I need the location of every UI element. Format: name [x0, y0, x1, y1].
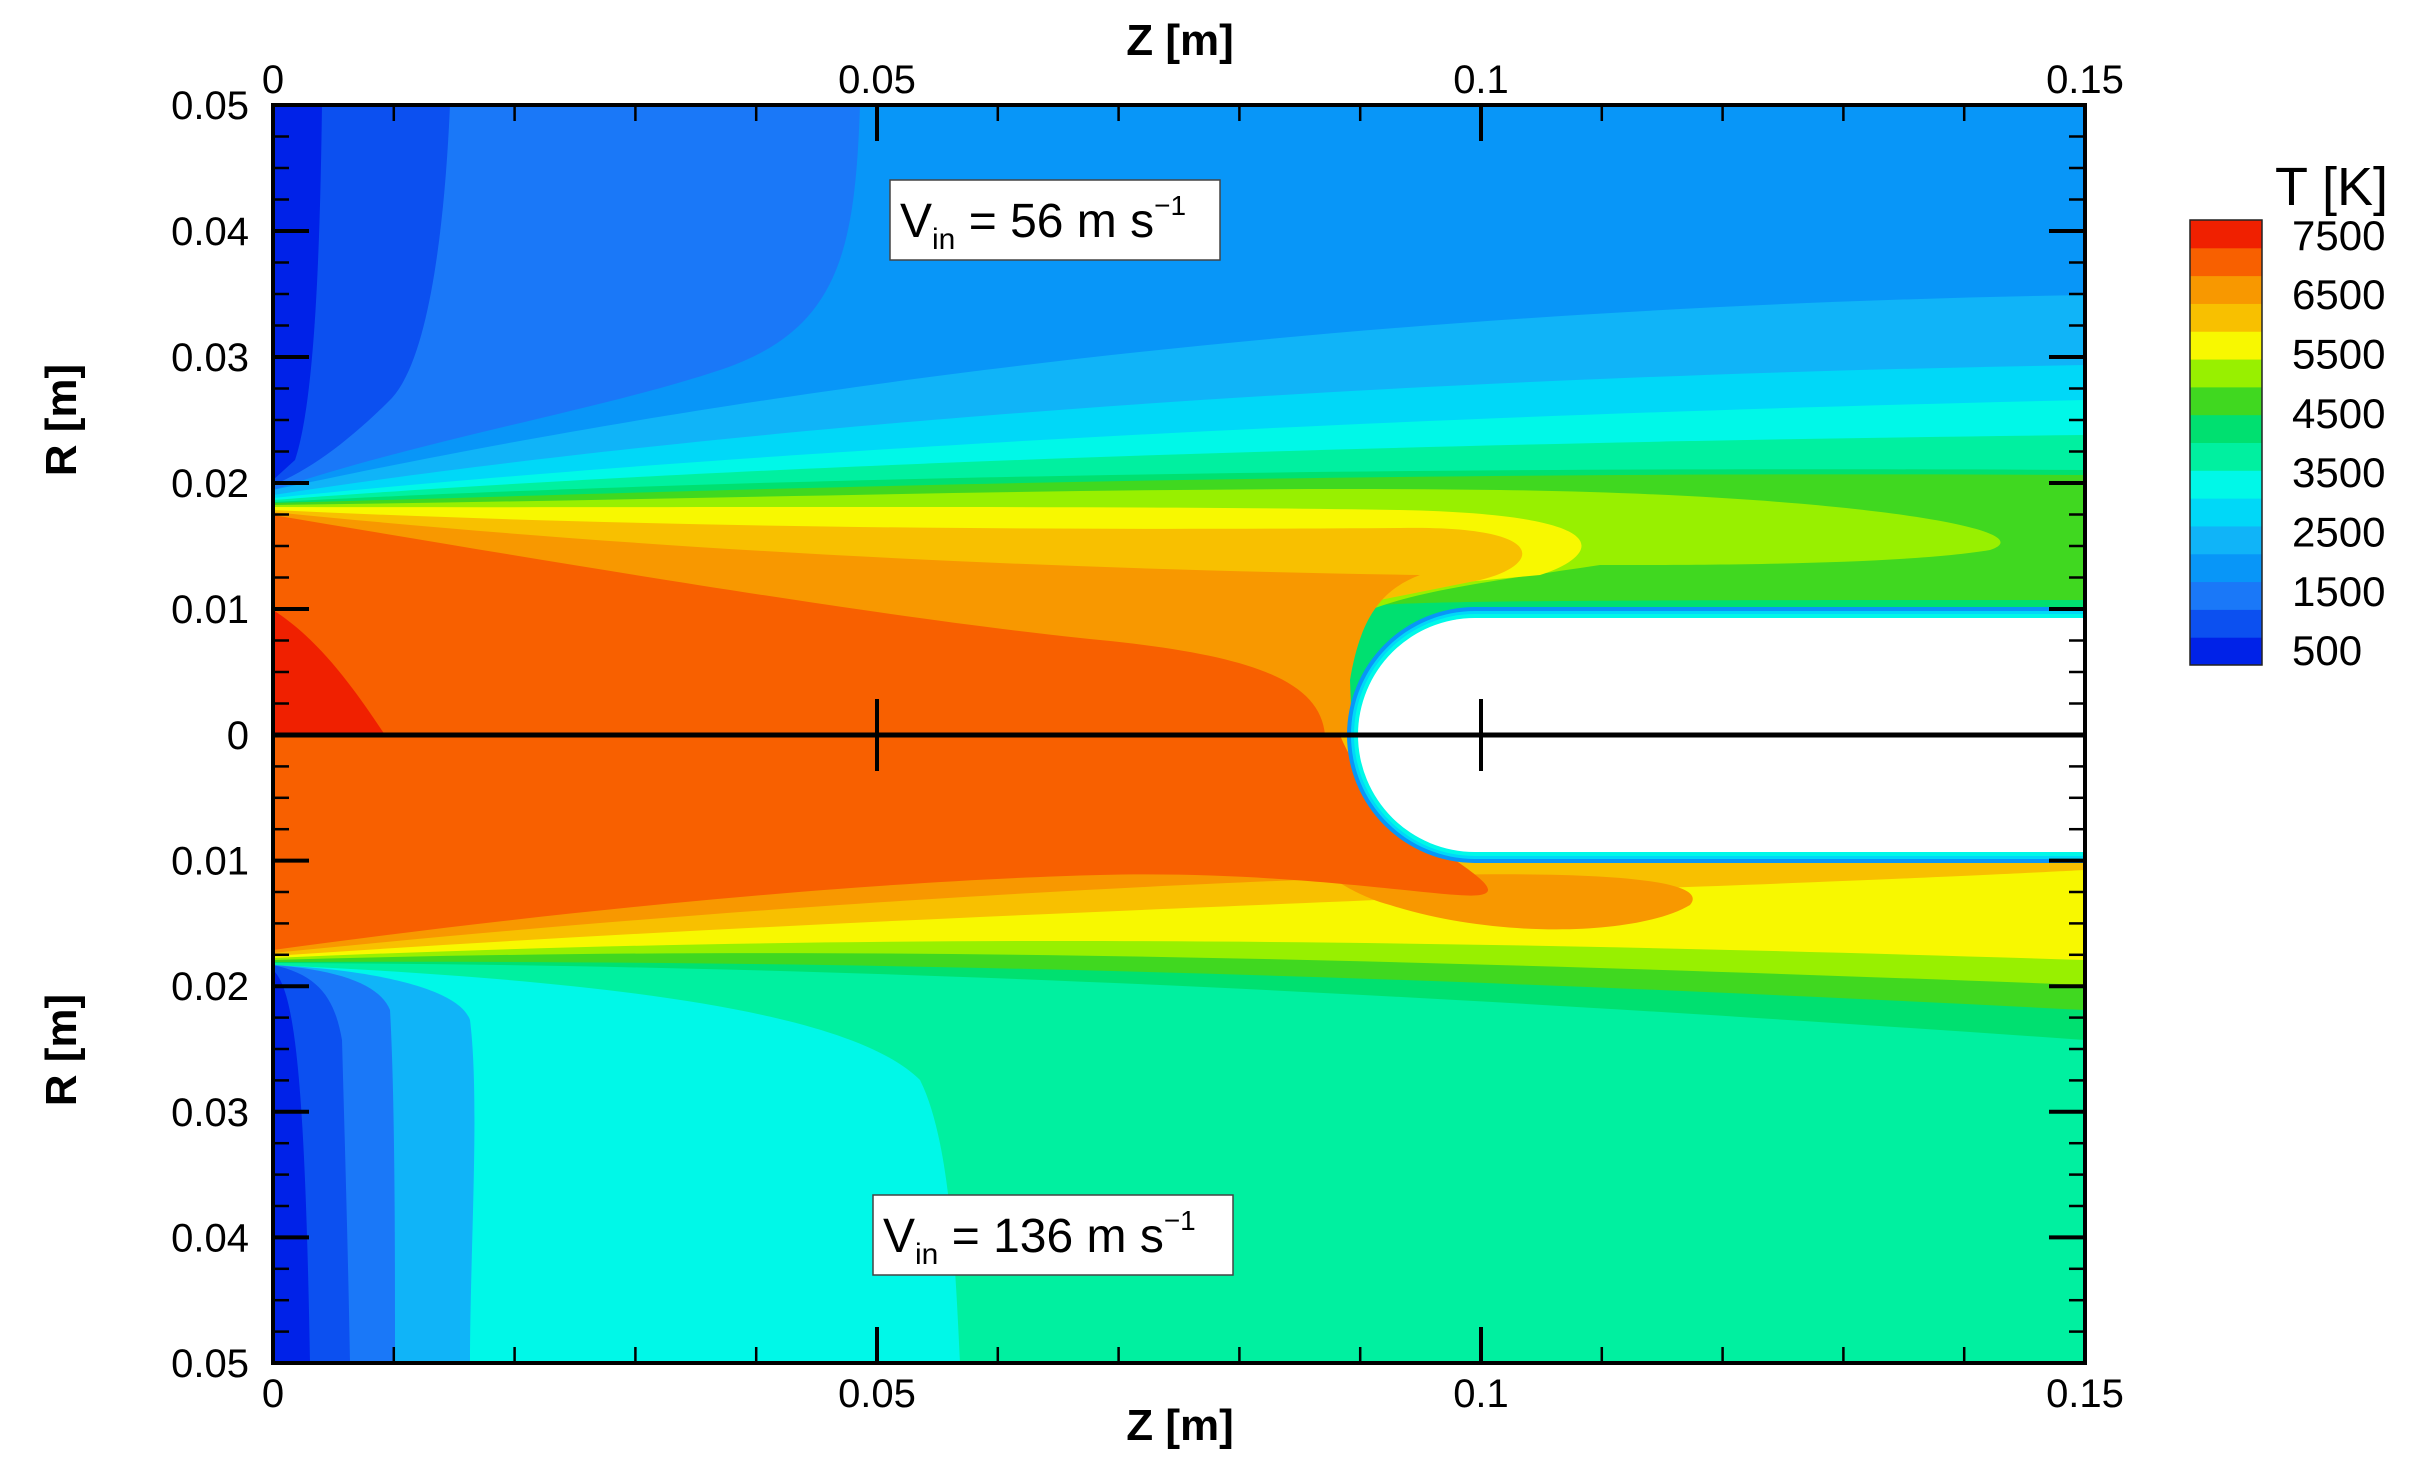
colorbar-swatch: [2190, 303, 2262, 332]
colorbar-label: 1500: [2292, 568, 2385, 615]
contour-band: [273, 610, 385, 735]
annotation-top: Vin = 56 m s−1: [889, 179, 1221, 261]
x-tick-label-bottom: 0.15: [2046, 1372, 2124, 1416]
colorbar-label: 2500: [2292, 509, 2385, 556]
y-tick-label: 0.05: [171, 1342, 249, 1386]
colorbar-swatch: [2190, 247, 2262, 277]
contour-band: [273, 515, 1325, 735]
colorbar-label: 4500: [2292, 390, 2385, 437]
colorbar: T [K] 7500 6500 5500 4500 3500 2500 1500 500: [2189, 157, 2388, 674]
colorbar-swatch: [2190, 581, 2262, 610]
contour-field: [273, 105, 2085, 1363]
colorbar-swatch: [2190, 442, 2262, 471]
contour-panel-top: [273, 105, 2085, 735]
colorbar-swatch: [2190, 275, 2262, 304]
x-axis-title-top: Z [m]: [1126, 16, 1234, 65]
x-tick-label-bottom: 0: [262, 1372, 284, 1416]
annotation-text: Vin = 136 m s−1: [883, 1205, 1196, 1271]
y-tick-label: 0.05: [171, 84, 249, 128]
colorbar-swatch: [2190, 498, 2262, 527]
colorbar-label: 3500: [2292, 449, 2385, 496]
colorbar-label: 5500: [2292, 331, 2385, 378]
x-tick-label-bottom: 0.05: [838, 1372, 916, 1416]
annotation-box: [872, 1194, 1234, 1276]
x-axis-title-bottom: Z [m]: [1126, 1401, 1234, 1450]
x-tick-label-top: 0.05: [838, 58, 916, 102]
annotation-text: Vin = 56 m s−1: [900, 190, 1186, 256]
y-axis-title-top: R [m]: [37, 364, 86, 476]
colorbar-label: 500: [2292, 627, 2362, 674]
colorbar-swatch: [2190, 386, 2262, 416]
y-tick-label: 0.04: [171, 1216, 249, 1260]
contour-band: [273, 735, 1489, 950]
annotation-bottom: Vin = 136 m s−1: [872, 1194, 1234, 1276]
y-tick-label: 0.01: [171, 588, 249, 632]
colorbar-frame: [2189, 219, 2263, 666]
colorbar-swatch: [2190, 609, 2262, 638]
y-tick-label: 0.01: [171, 840, 249, 884]
colorbar-swatch: [2190, 331, 2262, 360]
y-tick-label: 0.04: [171, 210, 249, 254]
y-tick-label: 0.03: [171, 1091, 249, 1135]
y-tick-label: 0.02: [171, 462, 249, 506]
colorbar-title: T [K]: [2275, 157, 2388, 217]
y-tick-label: 0.02: [171, 965, 249, 1009]
x-tick-label-top: 0.1: [1453, 58, 1509, 102]
colorbar-swatch: [2190, 220, 2262, 249]
colorbar-label: 6500: [2292, 271, 2385, 318]
contour-band: [273, 970, 310, 1363]
y-tick-label: 0.03: [171, 336, 249, 380]
x-tick-label-top: 0.15: [2046, 58, 2124, 102]
colorbar-swatch: [2190, 359, 2262, 388]
plot-axes: 0 0 0.05 0.05 0.1 0.1 0.15 0.15 0.05 0.04 0.03 0.02…: [171, 58, 2124, 1416]
colorbar-swatch: [2190, 470, 2262, 499]
x-tick-label-top: 0: [262, 58, 284, 102]
y-tick-label: 0: [227, 714, 249, 758]
colorbar-label: 7500: [2292, 212, 2385, 259]
colorbar-swatch: [2190, 414, 2262, 443]
y-axis-title-bottom: R [m]: [37, 994, 86, 1106]
annotation-box: [889, 179, 1221, 261]
colorbar-swatch: [2190, 525, 2262, 555]
x-tick-label-bottom: 0.1: [1453, 1372, 1509, 1416]
colorbar-swatch: [2190, 637, 2262, 666]
colorbar-swatch: [2190, 553, 2262, 583]
